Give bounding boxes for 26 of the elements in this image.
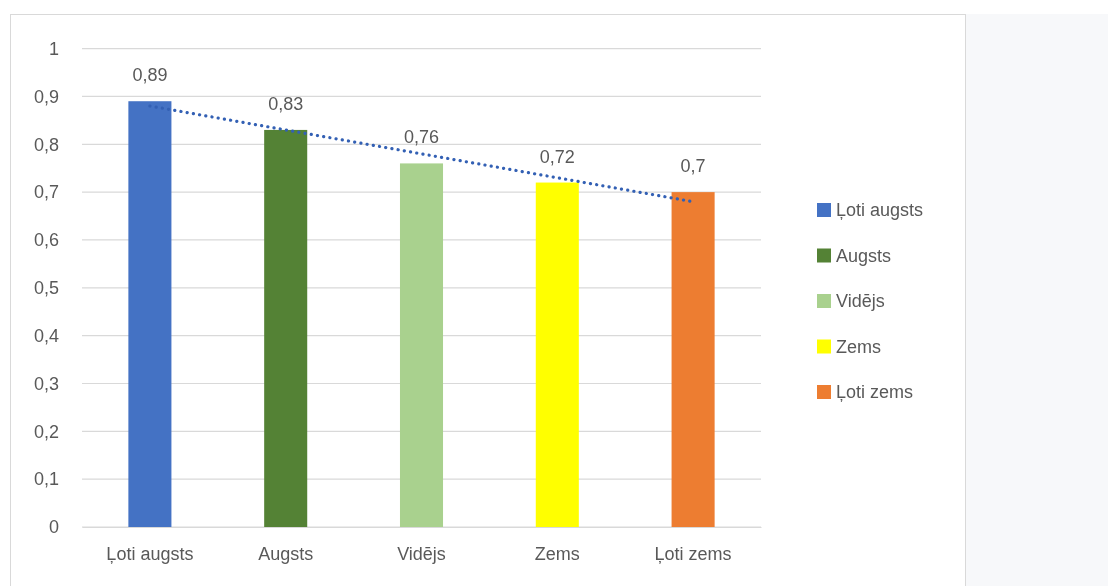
data-label: 0,7 [680,156,706,177]
y-tick-label: 0,2 [33,421,59,442]
data-label: 0,76 [403,127,440,148]
y-tick-label: 0,8 [33,134,59,155]
legend-label: Ļoti augsts [836,200,924,221]
legend-label: Ļoti zems [836,382,914,403]
legend-label: Vidējs [836,291,885,312]
data-label: 0,83 [268,93,304,114]
data-label: 0,89 [132,65,168,86]
y-tick-label: 1 [48,38,59,59]
y-tick-label: 0,6 [33,230,59,251]
legend-label: Zems [836,336,881,357]
x-tick-label: Ļoti augsts [106,543,194,564]
x-tick-label: Ļoti zems [654,543,732,564]
x-tick-label: Augsts [258,543,314,564]
x-tick-label: Vidējs [397,543,446,564]
y-tick-label: 0,7 [33,182,59,203]
y-tick-label: 0 [48,517,59,538]
y-tick-label: 0,5 [33,278,59,299]
y-tick-label: 0,9 [33,86,59,107]
y-tick-label: 0,3 [33,373,59,394]
y-tick-label: 0,4 [33,325,59,346]
y-tick-label: 0,1 [33,469,59,490]
data-label: 0,72 [539,146,575,167]
legend-label: Augsts [836,245,892,266]
x-tick-label: Zems [534,543,580,564]
